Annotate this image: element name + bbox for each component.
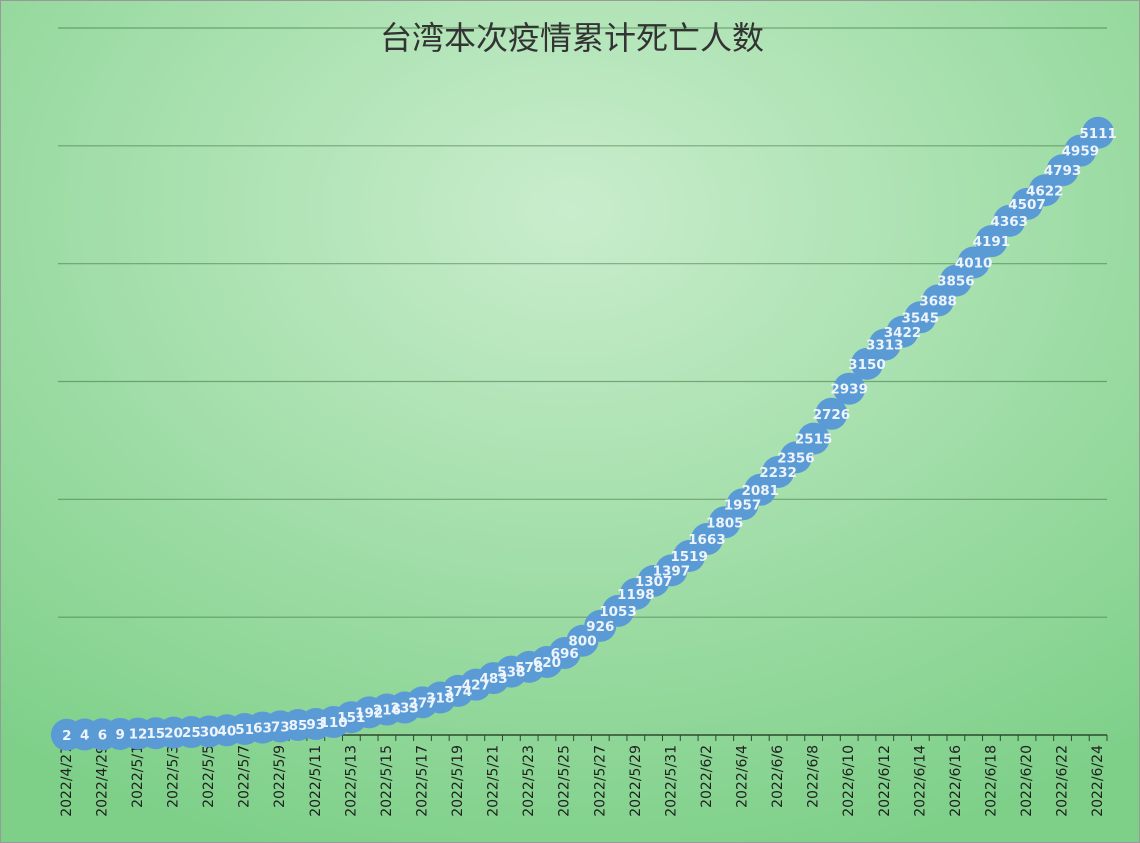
x-tick-label: 2022/5/3 xyxy=(166,745,182,808)
x-tick-label: 2022/6/12 xyxy=(877,745,893,817)
data-label: 800 xyxy=(568,634,596,650)
x-tick-label: 2022/5/1 xyxy=(130,745,146,808)
x-tick-label: 2022/5/7 xyxy=(237,745,253,808)
data-label: 4 xyxy=(80,728,89,744)
data-label: 3856 xyxy=(937,274,975,290)
data-label: 4622 xyxy=(1026,183,1064,199)
data-label: 2515 xyxy=(795,432,833,448)
data-label: 3150 xyxy=(848,357,886,373)
data-label: 5111 xyxy=(1079,126,1117,142)
x-tick-label: 2022/5/31 xyxy=(663,745,679,817)
x-tick-label: 2022/6/24 xyxy=(1090,745,1106,817)
data-label: 1307 xyxy=(635,574,673,590)
data-label: 110 xyxy=(319,715,347,731)
x-tick-label: 2022/6/20 xyxy=(1019,745,1035,817)
data-label: 318 xyxy=(426,691,454,707)
data-label: 620 xyxy=(533,655,561,671)
data-label: 85 xyxy=(289,718,308,734)
x-tick-label: 2022/5/23 xyxy=(521,745,537,817)
data-label: 1805 xyxy=(706,515,744,531)
x-tick-label: 2022/6/22 xyxy=(1055,745,1071,817)
x-tick-label: 2022/5/9 xyxy=(272,745,288,808)
data-label: 151 xyxy=(337,710,365,726)
data-label: 926 xyxy=(586,619,614,635)
data-label: 1198 xyxy=(617,587,655,603)
data-label: 233 xyxy=(391,701,419,717)
x-tick-label: 2022/6/16 xyxy=(948,745,964,817)
x-tick-label: 2022/6/14 xyxy=(912,745,928,817)
data-label: 3688 xyxy=(919,293,957,309)
data-label: 538 xyxy=(497,665,525,681)
data-label: 277 xyxy=(408,695,436,711)
data-label: 15 xyxy=(146,726,165,742)
data-label: 192 xyxy=(355,705,383,721)
data-label: 578 xyxy=(515,660,543,676)
data-label: 1519 xyxy=(670,549,708,565)
data-label: 483 xyxy=(480,671,508,687)
data-label: 63 xyxy=(253,721,272,737)
data-label: 6 xyxy=(98,727,107,743)
data-label: 1397 xyxy=(653,563,691,579)
data-label: 73 xyxy=(271,719,290,735)
x-tick-label: 2022/6/18 xyxy=(983,745,999,817)
marker xyxy=(1082,116,1115,149)
x-tick-label: 2022/5/27 xyxy=(592,745,608,817)
x-tick-label: 2022/6/4 xyxy=(735,745,751,808)
data-label: 20 xyxy=(164,726,183,742)
data-label: 4010 xyxy=(955,255,993,271)
data-label: 3313 xyxy=(866,338,904,354)
data-label: 4507 xyxy=(1008,197,1046,213)
data-label: 696 xyxy=(551,646,579,662)
marker xyxy=(957,246,990,279)
x-tick-label: 2022/5/29 xyxy=(628,745,644,817)
data-label: 4793 xyxy=(1044,163,1082,179)
data-label: 427 xyxy=(462,678,490,694)
data-label: 2232 xyxy=(759,465,797,481)
data-label: 4959 xyxy=(1062,144,1100,160)
data-label: 40 xyxy=(218,723,237,739)
data-label: 25 xyxy=(182,725,201,741)
data-label: 216 xyxy=(373,703,401,719)
data-label: 4363 xyxy=(990,214,1028,230)
data-label: 1053 xyxy=(599,604,637,620)
data-label: 93 xyxy=(306,717,325,733)
marker xyxy=(833,372,866,405)
x-tick-label: 2022/6/10 xyxy=(841,745,857,817)
data-label: 374 xyxy=(444,684,472,700)
x-tick-label: 2022/6/8 xyxy=(806,745,822,808)
x-tick-label: 2022/6/6 xyxy=(770,745,786,808)
x-tick-label: 2022/6/2 xyxy=(699,745,715,808)
x-tick-label: 2022/5/5 xyxy=(201,745,217,808)
x-tick-label: 2022/5/21 xyxy=(486,745,502,817)
data-label: 2081 xyxy=(742,483,780,499)
x-tick-label: 2022/5/19 xyxy=(450,745,466,817)
data-label: 2726 xyxy=(813,407,851,423)
data-label: 30 xyxy=(200,724,219,740)
data-label: 2939 xyxy=(830,382,868,398)
data-label: 9 xyxy=(116,727,125,743)
data-label: 1957 xyxy=(724,497,762,513)
x-tick-label: 2022/5/11 xyxy=(308,745,324,817)
x-tick-label: 2022/5/13 xyxy=(343,745,359,817)
data-label: 2356 xyxy=(777,450,815,466)
data-label: 1663 xyxy=(688,532,726,548)
x-tick-label: 2022/5/15 xyxy=(379,745,395,817)
marker xyxy=(797,422,830,455)
x-tick-label: 2022/5/25 xyxy=(557,745,573,817)
x-tick-label: 2022/4/29 xyxy=(94,745,110,817)
marker xyxy=(815,397,848,430)
data-label: 51 xyxy=(235,722,254,738)
data-label: 4191 xyxy=(973,234,1011,250)
data-label: 2 xyxy=(62,728,71,744)
chart-title: 台湾本次疫情累计死亡人数 xyxy=(380,19,764,57)
x-tick-label: 2022/5/17 xyxy=(414,745,430,817)
data-label: 12 xyxy=(129,727,148,743)
data-label: 3422 xyxy=(884,325,922,341)
data-label: 3545 xyxy=(902,310,940,326)
x-tick-label: 2022/4/27 xyxy=(59,745,75,817)
